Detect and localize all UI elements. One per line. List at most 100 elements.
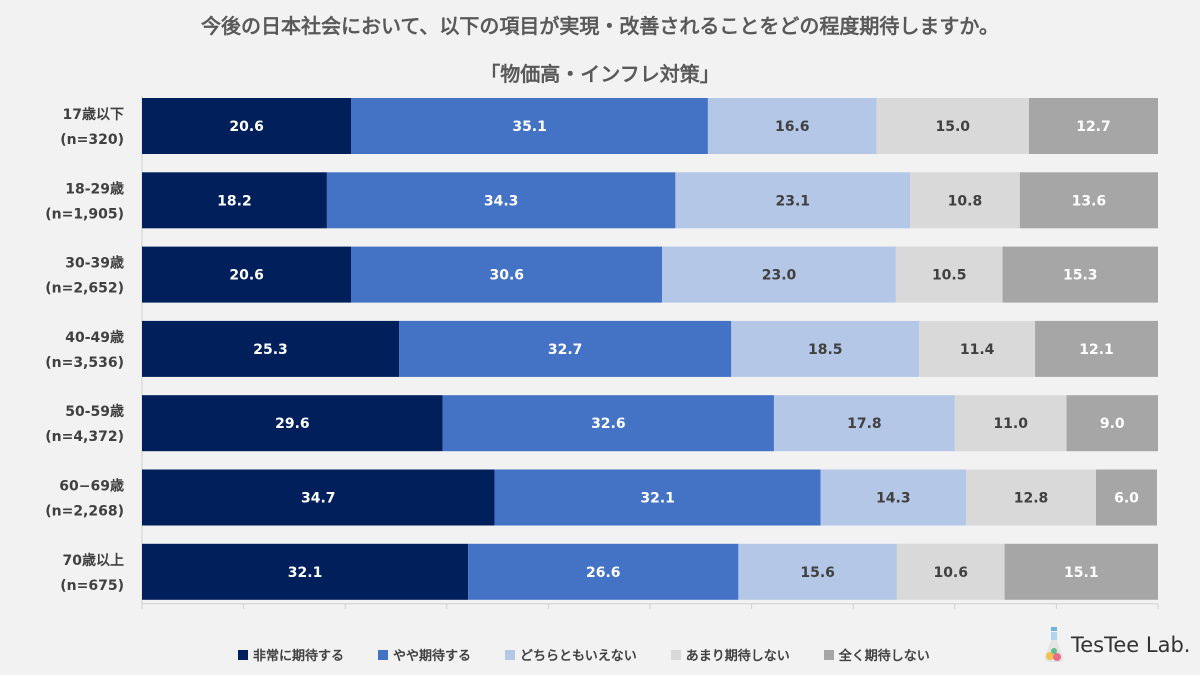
bar-segment bbox=[1066, 395, 1158, 452]
legend-swatch bbox=[238, 649, 248, 660]
legend-label: 非常に期待する bbox=[253, 649, 345, 664]
bar-segment bbox=[1019, 172, 1158, 229]
category-label: 18-29歳 bbox=[65, 180, 124, 197]
bar-segment bbox=[142, 395, 443, 452]
chart-subtitle: 「物価高・インフレ対策」 bbox=[480, 62, 720, 86]
legend-label: 全く期待しない bbox=[838, 649, 930, 664]
bar-segment bbox=[399, 320, 732, 377]
data-label: 15.6 bbox=[800, 565, 835, 581]
bar-segment bbox=[1002, 246, 1158, 303]
data-label: 12.8 bbox=[1014, 491, 1049, 507]
bar-segment bbox=[820, 469, 966, 526]
data-label: 23.1 bbox=[775, 193, 810, 209]
data-label: 10.5 bbox=[932, 268, 967, 284]
bar-segment bbox=[954, 395, 1067, 452]
category-label: 30-39歳 bbox=[65, 255, 124, 272]
data-label: 29.6 bbox=[275, 416, 310, 432]
legend-swatch bbox=[505, 649, 516, 660]
bar-segment bbox=[1096, 469, 1157, 526]
category-sample-size: (n=4,372) bbox=[45, 429, 124, 445]
legend-item: 全く期待しない bbox=[823, 645, 930, 664]
bar-segment bbox=[142, 320, 400, 377]
data-label: 10.8 bbox=[948, 193, 983, 209]
bar-segment bbox=[142, 246, 352, 303]
category-label: 50-59歳 bbox=[65, 403, 124, 420]
bar-segment bbox=[1028, 98, 1158, 154]
data-label: 32.7 bbox=[548, 342, 583, 358]
legend-swatch bbox=[378, 649, 389, 660]
data-label: 18.2 bbox=[217, 193, 252, 209]
data-label: 32.6 bbox=[591, 416, 626, 432]
data-label: 10.6 bbox=[933, 565, 968, 581]
category-label: 40-49歳 bbox=[65, 329, 124, 346]
legend-item: あまり期待しない bbox=[670, 645, 790, 664]
data-label: 30.6 bbox=[489, 268, 524, 284]
bar-segment bbox=[675, 172, 911, 229]
data-label: 11.4 bbox=[960, 342, 995, 358]
bar-segment bbox=[707, 98, 877, 154]
bar-segment bbox=[662, 246, 896, 303]
bar-segment bbox=[351, 246, 663, 303]
data-label: 12.1 bbox=[1079, 342, 1114, 358]
bar-segment bbox=[896, 543, 1005, 600]
data-label: 20.6 bbox=[229, 119, 264, 135]
data-label: 32.1 bbox=[288, 565, 323, 581]
brand-logo: TesTee Lab. bbox=[1043, 627, 1190, 663]
bar-segment bbox=[442, 395, 774, 452]
flask-icon bbox=[1044, 627, 1064, 662]
data-label: 20.6 bbox=[229, 268, 264, 284]
data-label: 32.1 bbox=[640, 491, 675, 507]
legend-swatch bbox=[670, 649, 681, 660]
legend-label: やや期待する bbox=[393, 649, 472, 664]
category-label: 60−69歳 bbox=[59, 478, 124, 495]
legend-item: やや期待する bbox=[378, 645, 471, 664]
brand-name: TesTee Lab. bbox=[1071, 633, 1191, 657]
data-label: 34.3 bbox=[484, 193, 519, 209]
bar-segment bbox=[1035, 320, 1158, 377]
data-label: 15.3 bbox=[1063, 268, 1098, 284]
legend: 非常に期待する やや期待する どちらともいえない あまり期待しない 全く期待しない bbox=[238, 645, 930, 664]
bar-segment bbox=[919, 320, 1036, 377]
bar-segment bbox=[876, 98, 1029, 154]
data-label: 14.3 bbox=[876, 491, 911, 507]
chart-title: 今後の日本社会において、以下の項目が実現・改善されることをどの程度期待しますか。 bbox=[201, 14, 999, 38]
bar-segment bbox=[142, 172, 327, 229]
data-label: 25.3 bbox=[253, 342, 288, 358]
data-label: 26.6 bbox=[586, 565, 621, 581]
bar-segment bbox=[142, 98, 352, 154]
data-label: 15.0 bbox=[935, 119, 970, 135]
bar-segment bbox=[1004, 543, 1158, 600]
bar-segment bbox=[142, 469, 495, 526]
bar-segment bbox=[731, 320, 920, 377]
data-label: 34.7 bbox=[301, 491, 336, 507]
bar-segment bbox=[468, 543, 739, 600]
category-sample-size: (n=2,652) bbox=[45, 281, 124, 297]
category-label: 70歳以上 bbox=[63, 552, 124, 569]
data-label: 13.6 bbox=[1072, 193, 1107, 209]
category-sample-size: (n=2,268) bbox=[45, 504, 124, 520]
legend-label: どちらともいえない bbox=[520, 649, 637, 664]
data-label: 11.0 bbox=[993, 416, 1028, 432]
bar-segment bbox=[910, 172, 1020, 229]
category-sample-size: (n=320) bbox=[60, 132, 124, 148]
bar-segment bbox=[494, 469, 821, 526]
bar-segment bbox=[965, 469, 1097, 526]
data-label: 23.0 bbox=[762, 268, 797, 284]
legend-swatch bbox=[823, 649, 834, 660]
data-label: 15.1 bbox=[1064, 565, 1099, 581]
legend-item: 非常に期待する bbox=[238, 645, 344, 664]
data-label: 35.1 bbox=[512, 119, 547, 135]
data-label: 18.5 bbox=[808, 342, 843, 358]
bar-segment bbox=[351, 98, 708, 154]
legend-item: どちらともいえない bbox=[505, 645, 637, 664]
bar-segment bbox=[326, 172, 676, 229]
category-sample-size: (n=3,536) bbox=[45, 355, 124, 371]
data-label: 6.0 bbox=[1114, 491, 1139, 507]
bar-segment bbox=[895, 246, 1003, 303]
legend-label: あまり期待しない bbox=[685, 649, 790, 664]
bar-segment bbox=[738, 543, 897, 600]
category-label: 17歳以下 bbox=[63, 106, 124, 123]
category-sample-size: (n=1,905) bbox=[45, 206, 124, 222]
data-label: 17.8 bbox=[847, 416, 882, 432]
